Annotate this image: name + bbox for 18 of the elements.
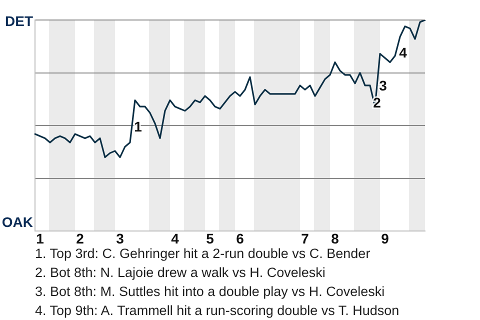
x-tick-label: 4 [171,230,180,246]
text: 1. Top 3rd: C. Gehringer hit a 2-run double vs C. Bender [35,246,370,261]
text: DET [5,12,34,29]
text: 3. Bot 8th: M. Suttles hit into a double play vs H. Coveleski [35,283,386,301]
x-tick-label: 2 [76,230,84,246]
text: OAK [2,214,33,230]
x-tick-label: 3 [116,230,124,246]
x-tick-label: 1 [36,230,44,246]
x-tick-label: 9 [381,230,390,246]
annotation: 3 [379,77,388,94]
x-tick-label: 8 [331,230,340,246]
annotation: 4 [399,44,408,61]
x-tick-label: 7 [301,230,310,246]
text: 2. Bot 8th: N. Lajoie drew a walk vs H. Coveleski [35,264,326,282]
x-tick-label: 6 [236,230,244,246]
text: 4. Top 9th: A. Trammell hit a run-scoring double vs T. Hudson [35,302,400,320]
annotation: 1 [134,118,142,135]
x-tick-label: 5 [206,230,214,246]
